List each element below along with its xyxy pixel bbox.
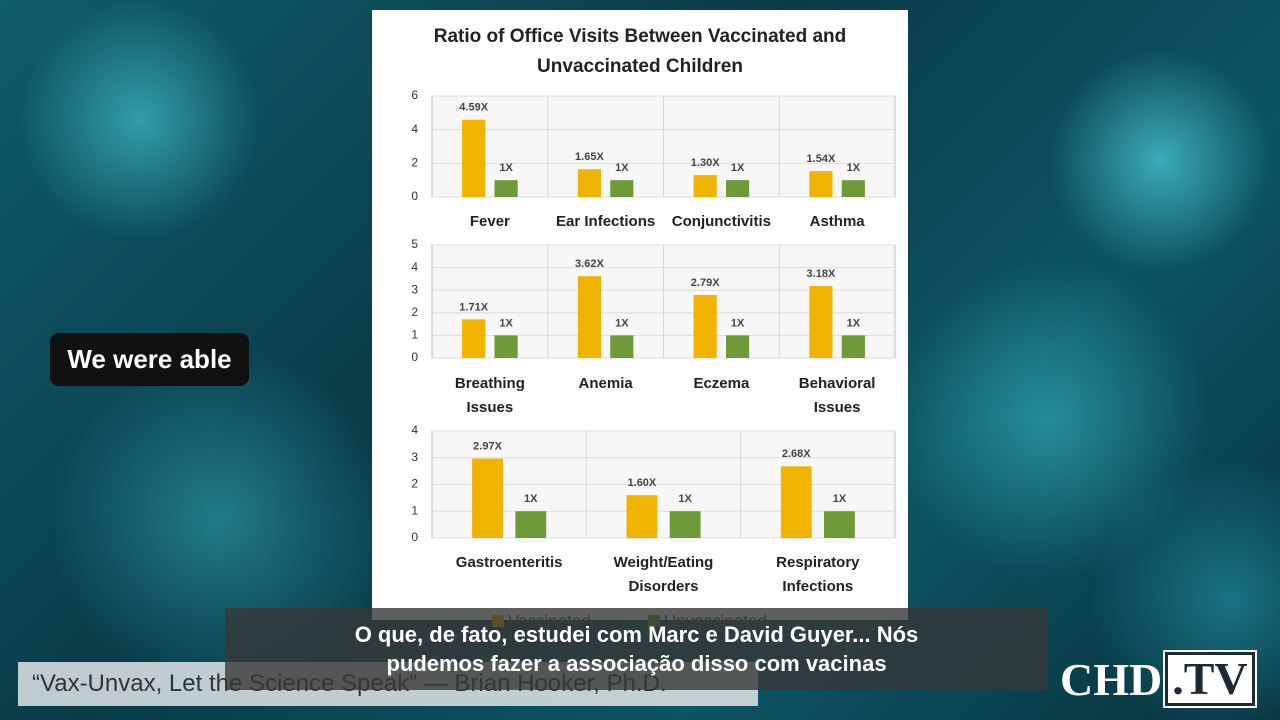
value-label: 1X [833,493,847,505]
y-tick-label: 4 [411,260,418,274]
bar [669,511,701,538]
subtitle-box: O que, de fato, estudei com Marc e David… [225,608,1048,690]
y-tick-label: 2 [411,156,418,170]
value-label: 3.62X [575,258,604,270]
bar [610,335,634,358]
x-tick-label: Anemia [578,375,633,392]
y-tick-label: 2 [411,305,418,319]
x-tick-label: Asthma [809,213,865,230]
value-label: 1X [499,162,513,174]
x-tick-label: Eczema [693,375,750,392]
value-label: 1X [678,493,692,505]
bar [841,335,865,358]
value-label: 1X [524,493,538,505]
x-tick-label: Conjunctivitis [671,213,771,230]
bar [494,180,518,197]
value-label: 1.30X [691,157,720,169]
x-tick-label: Weight/Eating Disorders [613,554,714,595]
subtitle-line: O que, de fato, estudei com Marc e David… [354,622,919,647]
bar [824,511,855,538]
value-label: 1X [847,162,861,174]
logo-suffix: .TV [1163,650,1257,708]
logo: CHD .TV [1060,650,1257,708]
value-label: 1X [731,317,745,329]
value-label: 2.68X [782,448,811,460]
bar [462,119,486,197]
bar [610,180,634,197]
y-tick-label: 0 [411,530,418,544]
x-tick-label: Ear Infections [556,213,656,230]
y-tick-label: 6 [411,88,418,102]
value-label: 4.59X [459,102,488,114]
y-tick-label: 3 [411,282,418,296]
logo-main: CHD [1060,653,1163,705]
y-tick-label: 2 [411,477,418,491]
x-tick-label: Gastroenteritis [455,554,563,571]
value-label: 1X [615,317,629,329]
bar [809,286,833,358]
bar [494,335,518,358]
y-tick-label: 4 [411,423,418,437]
value-label: 2.79X [691,277,720,289]
value-label: 1.60X [628,477,657,489]
bar [809,171,833,197]
x-tick-label: Behavioral Issues [798,375,876,416]
bar [841,180,865,197]
value-label: 1X [847,317,861,329]
bar [577,169,601,197]
value-label: 1.54X [807,153,836,165]
y-tick-label: 1 [411,328,418,342]
bar [472,458,503,538]
chart-title: Ratio of Office Visits Between Vaccinate… [433,26,847,77]
value-label: 1X [731,162,745,174]
y-tick-label: 3 [411,450,418,464]
y-tick-label: 5 [411,237,418,251]
value-label: 1.65X [575,151,604,163]
value-label: 1X [615,162,629,174]
speaker-caption: We were able [50,333,249,386]
bar [780,466,812,538]
bar [726,335,750,358]
bar [626,495,658,538]
value-label: 1.71X [459,301,488,313]
bar [462,319,486,358]
y-tick-label: 0 [411,350,418,364]
x-tick-label: Fever [469,213,510,230]
value-label: 2.97X [473,440,502,452]
x-tick-label: Breathing Issues [454,375,525,416]
y-tick-label: 1 [411,503,418,517]
value-label: 1X [499,317,513,329]
bar [577,276,601,358]
bar [693,175,717,197]
bar [693,294,717,358]
y-tick-label: 4 [411,122,418,136]
bar [515,511,547,538]
x-tick-label: Respiratory Infections [776,554,860,595]
subtitle-line: pudemos fazer a associação disso com vac… [386,651,887,676]
y-tick-label: 0 [411,189,418,203]
value-label: 3.18X [807,268,836,280]
bar [726,180,750,197]
